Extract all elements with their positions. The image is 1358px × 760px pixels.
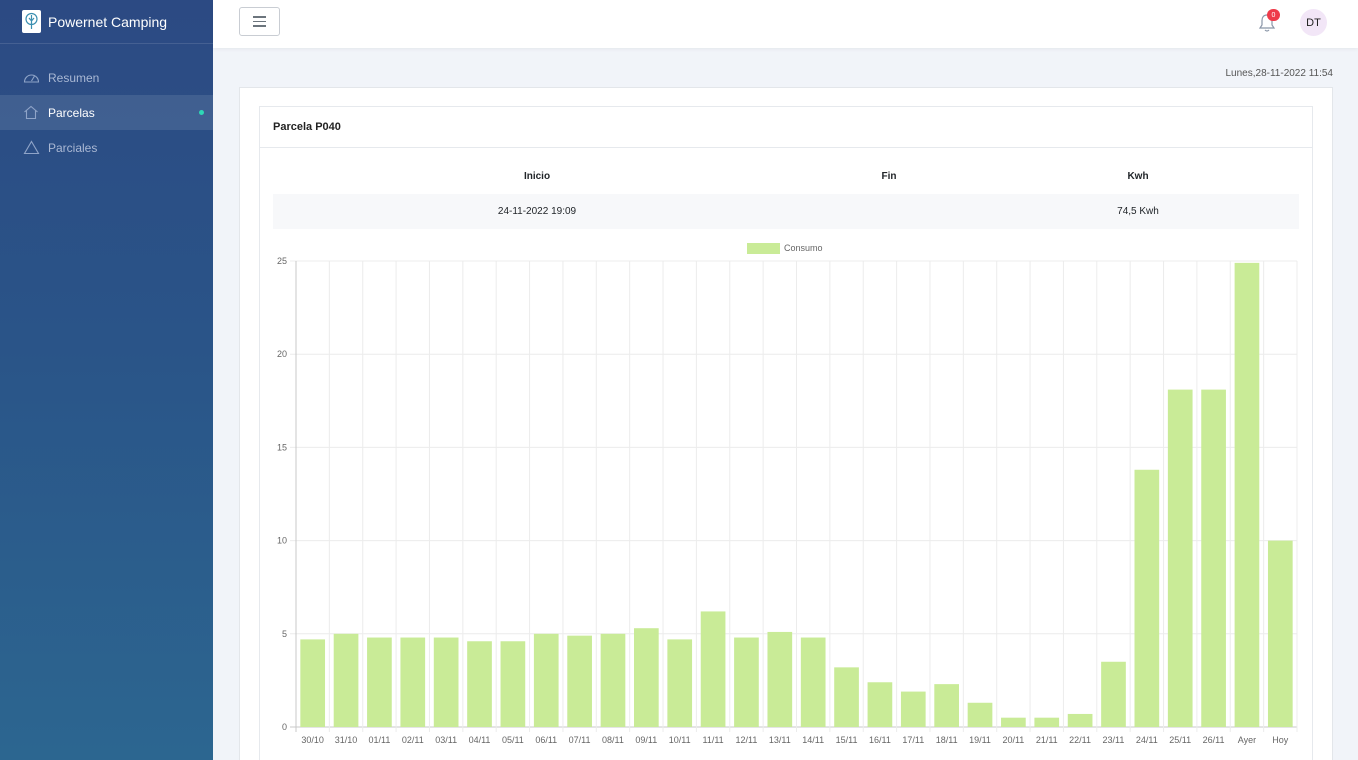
header-inicio: Inicio — [523, 170, 551, 182]
x-tick-label: 23/11 — [1103, 735, 1125, 745]
bar — [300, 639, 326, 727]
current-datetime: Lunes,28-11-2022 11:54 — [1225, 68, 1334, 79]
sidebar-item-resumen[interactable]: Resumen — [0, 60, 213, 95]
y-tick-label: 15 — [277, 442, 287, 452]
x-tick-label: Hoy — [1272, 735, 1289, 745]
x-tick-label: 10/11 — [669, 735, 691, 745]
sidebar-item-label: Parcelas — [48, 105, 95, 120]
bar — [500, 641, 526, 727]
x-tick-label: 21/11 — [1036, 735, 1058, 745]
bar — [1134, 469, 1160, 727]
hamburger-icon — [253, 16, 266, 18]
x-tick-label: 17/11 — [902, 735, 924, 745]
bar — [567, 635, 592, 727]
bar — [800, 637, 826, 727]
consumption-table: Inicio Fin Kwh 24-11-2022 19:09 74,5 Kwh — [273, 158, 1299, 229]
home-icon — [22, 104, 40, 122]
bar — [1067, 713, 1093, 727]
x-tick-label: 20/11 — [1002, 735, 1024, 745]
y-tick-label: 20 — [277, 349, 287, 359]
x-tick-label: Ayer — [1238, 735, 1256, 745]
x-tick-label: 12/11 — [736, 735, 758, 745]
x-tick-label: 16/11 — [869, 735, 891, 745]
x-tick-label: 14/11 — [802, 735, 824, 745]
sidebar: Powernet Camping Resumen Parcelas Parcia… — [0, 0, 213, 760]
x-tick-label: 03/11 — [435, 735, 457, 745]
bar — [533, 633, 559, 727]
sidebar-item-parciales[interactable]: Parciales — [0, 130, 213, 165]
x-tick-label: 22/11 — [1069, 735, 1091, 745]
x-tick-label: 06/11 — [535, 735, 557, 745]
x-tick-label: 07/11 — [569, 735, 591, 745]
bar — [634, 628, 659, 727]
bar — [333, 633, 359, 727]
x-tick-label: 18/11 — [936, 735, 958, 745]
cell-kwh: 74,5 Kwh — [1117, 206, 1159, 217]
bar — [967, 702, 993, 727]
notification-badge: 0 — [1267, 9, 1280, 21]
bar — [700, 611, 726, 727]
bar — [1101, 661, 1126, 727]
x-tick-label: 05/11 — [502, 735, 524, 745]
bar — [1267, 540, 1293, 727]
sidebar-item-label: Resumen — [48, 70, 100, 85]
bar — [867, 682, 893, 727]
bar — [1201, 389, 1226, 727]
legend-swatch — [747, 243, 780, 254]
bar — [767, 631, 793, 727]
sidebar-item-label: Parciales — [48, 140, 98, 155]
bar — [1234, 262, 1260, 727]
x-tick-label: 09/11 — [635, 735, 657, 745]
x-tick-label: 01/11 — [368, 735, 390, 745]
bar — [467, 641, 492, 727]
brand[interactable]: Powernet Camping — [0, 0, 213, 44]
bar — [433, 637, 459, 727]
consumption-bar-chart: 0 5 10 15 20 25 30/10 31/10 01/11 02/11 03/11 04/11… — [277, 243, 1298, 745]
brand-logo-icon — [22, 10, 41, 33]
x-tick-label: 13/11 — [769, 735, 791, 745]
topbar: 0 DT — [213, 0, 1358, 48]
header-kwh: Kwh — [1127, 170, 1149, 182]
bar — [1034, 717, 1060, 727]
y-tick-label: 0 — [282, 722, 287, 732]
x-tick-label: 31/10 — [335, 735, 358, 745]
triangle-icon — [22, 139, 40, 157]
card-title: Parcela P040 — [260, 107, 1312, 148]
x-tick-label: 02/11 — [402, 735, 424, 745]
avatar[interactable]: DT — [1300, 9, 1327, 36]
x-tick-label: 25/11 — [1169, 735, 1191, 745]
legend-label: Consumo — [784, 243, 823, 253]
y-tick-label: 5 — [282, 629, 287, 639]
bar — [1001, 717, 1026, 727]
x-tick-label: 19/11 — [969, 735, 991, 745]
menu-toggle-button[interactable] — [239, 7, 280, 36]
brand-name: Powernet Camping — [48, 13, 168, 30]
y-tick-label: 10 — [277, 536, 287, 546]
sidebar-item-parcelas[interactable]: Parcelas — [0, 95, 213, 130]
x-tick-label: 30/10 — [301, 735, 324, 745]
cell-inicio: 24-11-2022 19:09 — [497, 206, 577, 217]
sidebar-nav: Resumen Parcelas Parciales — [0, 60, 213, 165]
bar — [367, 637, 392, 727]
x-tick-label: 24/11 — [1136, 735, 1158, 745]
bar — [834, 667, 859, 727]
bar — [600, 633, 626, 727]
bar — [667, 639, 693, 727]
x-tick-label: 04/11 — [469, 735, 491, 745]
bar — [734, 637, 759, 727]
bar — [900, 691, 926, 727]
y-tick-label: 25 — [277, 256, 287, 266]
x-tick-label: 11/11 — [702, 735, 723, 745]
header-fin: Fin — [881, 170, 897, 182]
bar — [1167, 389, 1193, 727]
table-row: 24-11-2022 19:09 74,5 Kwh — [273, 194, 1299, 229]
bar — [400, 637, 426, 727]
x-tick-label: 08/11 — [602, 735, 624, 745]
x-tick-label: 26/11 — [1203, 735, 1225, 745]
x-tick-label: 15/11 — [836, 735, 858, 745]
active-indicator — [199, 110, 204, 115]
dashboard-icon — [22, 69, 40, 87]
table-header: Inicio Fin Kwh — [273, 158, 1299, 194]
bar — [934, 684, 959, 727]
